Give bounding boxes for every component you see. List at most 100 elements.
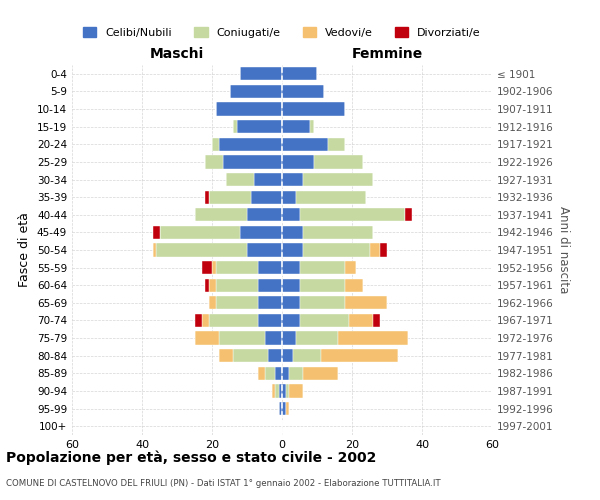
Bar	[205, 156, 223, 168]
Bar	[286, 402, 289, 415]
Bar	[296, 332, 338, 344]
Bar	[380, 244, 387, 256]
Text: Popolazione per età, sesso e stato civile - 2002: Popolazione per età, sesso e stato civil…	[6, 450, 376, 465]
Bar	[282, 314, 299, 327]
Bar	[282, 67, 317, 80]
Bar	[194, 208, 247, 222]
Bar	[202, 314, 209, 327]
Bar	[205, 190, 209, 204]
Bar	[296, 190, 366, 204]
Bar	[289, 384, 303, 398]
Text: COMUNE DI CASTELNOVO DEL FRIULI (PN) - Dati ISTAT 1° gennaio 2002 - Elaborazione: COMUNE DI CASTELNOVO DEL FRIULI (PN) - D…	[6, 478, 440, 488]
Bar	[282, 384, 286, 398]
Bar	[223, 156, 282, 168]
Bar	[247, 208, 282, 222]
Bar	[215, 296, 257, 310]
Bar	[320, 349, 398, 362]
Bar	[152, 244, 156, 256]
Bar	[209, 190, 251, 204]
Bar	[349, 314, 373, 327]
Bar	[282, 156, 314, 168]
Bar	[345, 278, 362, 292]
Bar	[226, 173, 254, 186]
Bar	[247, 244, 282, 256]
Bar	[202, 261, 212, 274]
Bar	[257, 314, 282, 327]
Bar	[236, 120, 282, 134]
Bar	[282, 120, 310, 134]
Bar	[257, 366, 265, 380]
Bar	[282, 366, 289, 380]
Bar	[293, 349, 320, 362]
Y-axis label: Anni di nascita: Anni di nascita	[557, 206, 570, 294]
Bar	[257, 278, 282, 292]
Bar	[404, 208, 412, 222]
Bar	[257, 261, 282, 274]
Bar	[240, 226, 282, 239]
Text: Maschi: Maschi	[150, 48, 204, 62]
Bar	[282, 190, 296, 204]
Bar	[233, 349, 268, 362]
Bar	[275, 366, 282, 380]
Bar	[282, 349, 293, 362]
Bar	[268, 349, 282, 362]
Bar	[282, 402, 286, 415]
Bar	[289, 366, 303, 380]
Bar	[205, 278, 209, 292]
Bar	[282, 332, 296, 344]
Bar	[310, 120, 314, 134]
Bar	[265, 332, 282, 344]
Bar	[229, 85, 282, 98]
Bar	[233, 120, 236, 134]
Bar	[282, 138, 328, 151]
Bar	[219, 138, 282, 151]
Bar	[338, 332, 408, 344]
Bar	[282, 102, 345, 116]
Bar	[345, 261, 355, 274]
Bar	[282, 208, 299, 222]
Bar	[299, 296, 345, 310]
Bar	[303, 366, 338, 380]
Bar	[303, 226, 373, 239]
Bar	[254, 173, 282, 186]
Bar	[328, 138, 345, 151]
Bar	[282, 226, 303, 239]
Bar	[215, 278, 257, 292]
Bar	[303, 173, 373, 186]
Bar	[299, 208, 404, 222]
Bar	[278, 402, 282, 415]
Bar	[370, 244, 380, 256]
Bar	[215, 261, 257, 274]
Bar	[194, 332, 219, 344]
Bar	[265, 366, 275, 380]
Bar	[282, 173, 303, 186]
Bar	[209, 296, 215, 310]
Bar	[240, 67, 282, 80]
Bar	[271, 384, 275, 398]
Bar	[251, 190, 282, 204]
Bar	[257, 296, 282, 310]
Bar	[278, 384, 282, 398]
Bar	[160, 226, 240, 239]
Bar	[156, 244, 247, 256]
Bar	[219, 349, 233, 362]
Bar	[194, 314, 202, 327]
Bar	[303, 244, 370, 256]
Bar	[299, 314, 349, 327]
Bar	[299, 261, 345, 274]
Bar	[212, 138, 219, 151]
Bar	[152, 226, 160, 239]
Bar	[282, 296, 299, 310]
Bar	[282, 261, 299, 274]
Bar	[299, 278, 345, 292]
Bar	[282, 278, 299, 292]
Bar	[209, 278, 215, 292]
Bar	[345, 296, 387, 310]
Bar	[282, 85, 324, 98]
Bar	[209, 314, 257, 327]
Bar	[282, 244, 303, 256]
Legend: Celibi/Nubili, Coniugati/e, Vedovi/e, Divorziati/e: Celibi/Nubili, Coniugati/e, Vedovi/e, Di…	[79, 22, 485, 42]
Bar	[286, 384, 289, 398]
Bar	[314, 156, 362, 168]
Bar	[212, 261, 215, 274]
